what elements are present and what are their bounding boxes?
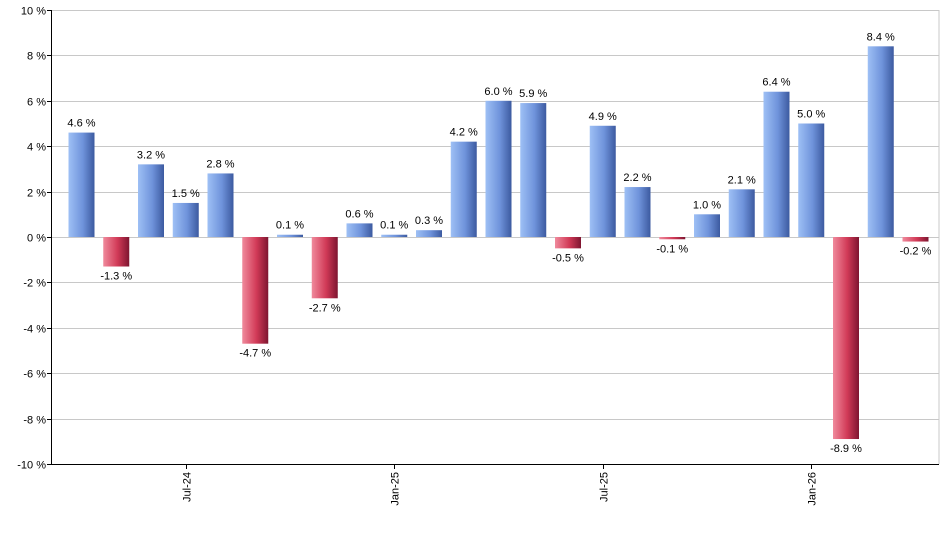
y-tick-label: -4 % — [23, 324, 46, 336]
data-label: 4.6 % — [67, 118, 95, 130]
bar — [207, 173, 234, 237]
data-label: 0.1 % — [276, 220, 304, 232]
x-tick-label: Jan-25 — [390, 472, 402, 506]
data-label: 4.2 % — [450, 127, 478, 139]
data-label: 4.9 % — [589, 111, 617, 123]
bar — [728, 189, 755, 237]
bar — [381, 234, 408, 237]
data-label: 2.1 % — [728, 174, 756, 186]
data-label: -0.2 % — [900, 246, 932, 258]
axes — [47, 10, 939, 469]
labels: 4.6 % -1.3 % 3.2 % 1.5 % 2.8 % -4.7 % 0.1 % -2.… — [17, 6, 931, 506]
bar — [624, 187, 651, 237]
y-tick-label: 2 % — [27, 188, 46, 200]
y-tick-label: -2 % — [23, 278, 46, 290]
bar — [659, 237, 686, 240]
bar — [763, 91, 790, 237]
data-label: 2.8 % — [206, 158, 234, 170]
data-label: 5.0 % — [797, 109, 825, 121]
x-tick-label: Jul-24 — [182, 472, 194, 502]
y-tick-label: -8 % — [23, 415, 46, 427]
bar — [867, 46, 894, 237]
bar — [833, 237, 859, 440]
bar — [694, 214, 720, 237]
data-label: -0.1 % — [656, 243, 688, 255]
bar — [450, 141, 477, 237]
bar — [242, 237, 269, 344]
bar — [902, 237, 929, 242]
data-label: 5.9 % — [519, 88, 547, 100]
bar — [138, 164, 164, 237]
bar — [346, 223, 373, 237]
data-label: -0.5 % — [552, 252, 584, 264]
x-tick-label: Jul-25 — [599, 472, 611, 502]
bar — [68, 132, 95, 237]
y-tick-label: 10 % — [21, 6, 46, 18]
bar — [798, 123, 825, 237]
data-label: -8.9 % — [830, 443, 862, 455]
bar — [485, 100, 512, 237]
bar — [520, 103, 547, 237]
bar — [277, 234, 303, 237]
data-label: 0.3 % — [415, 215, 443, 227]
data-label: -2.7 % — [309, 302, 341, 314]
bar — [589, 125, 616, 237]
bars — [68, 46, 929, 440]
data-label: -4.7 % — [239, 348, 271, 360]
bar — [416, 230, 442, 237]
bar — [172, 202, 199, 237]
y-tick-label: 0 % — [27, 233, 46, 245]
x-tick-label: Jan-26 — [807, 472, 819, 506]
data-label: -1.3 % — [100, 271, 132, 283]
y-tick-label: 4 % — [27, 142, 46, 154]
data-label: 2.2 % — [623, 172, 651, 184]
data-label: 8.4 % — [867, 31, 895, 43]
data-label: 1.0 % — [693, 199, 721, 211]
data-label: 6.0 % — [484, 86, 512, 98]
bar — [311, 237, 338, 299]
data-label: 3.2 % — [137, 149, 165, 161]
data-label: 0.1 % — [380, 220, 408, 232]
data-label: 1.5 % — [172, 188, 200, 200]
data-label: 0.6 % — [345, 208, 373, 220]
data-label: 6.4 % — [762, 77, 790, 89]
gridlines — [51, 10, 940, 465]
y-tick-label: -6 % — [23, 369, 46, 381]
bar — [103, 237, 130, 267]
y-tick-label: 8 % — [27, 51, 46, 63]
y-tick-label: 6 % — [27, 97, 46, 109]
y-tick-label: -10 % — [17, 460, 46, 472]
bar — [555, 237, 581, 249]
